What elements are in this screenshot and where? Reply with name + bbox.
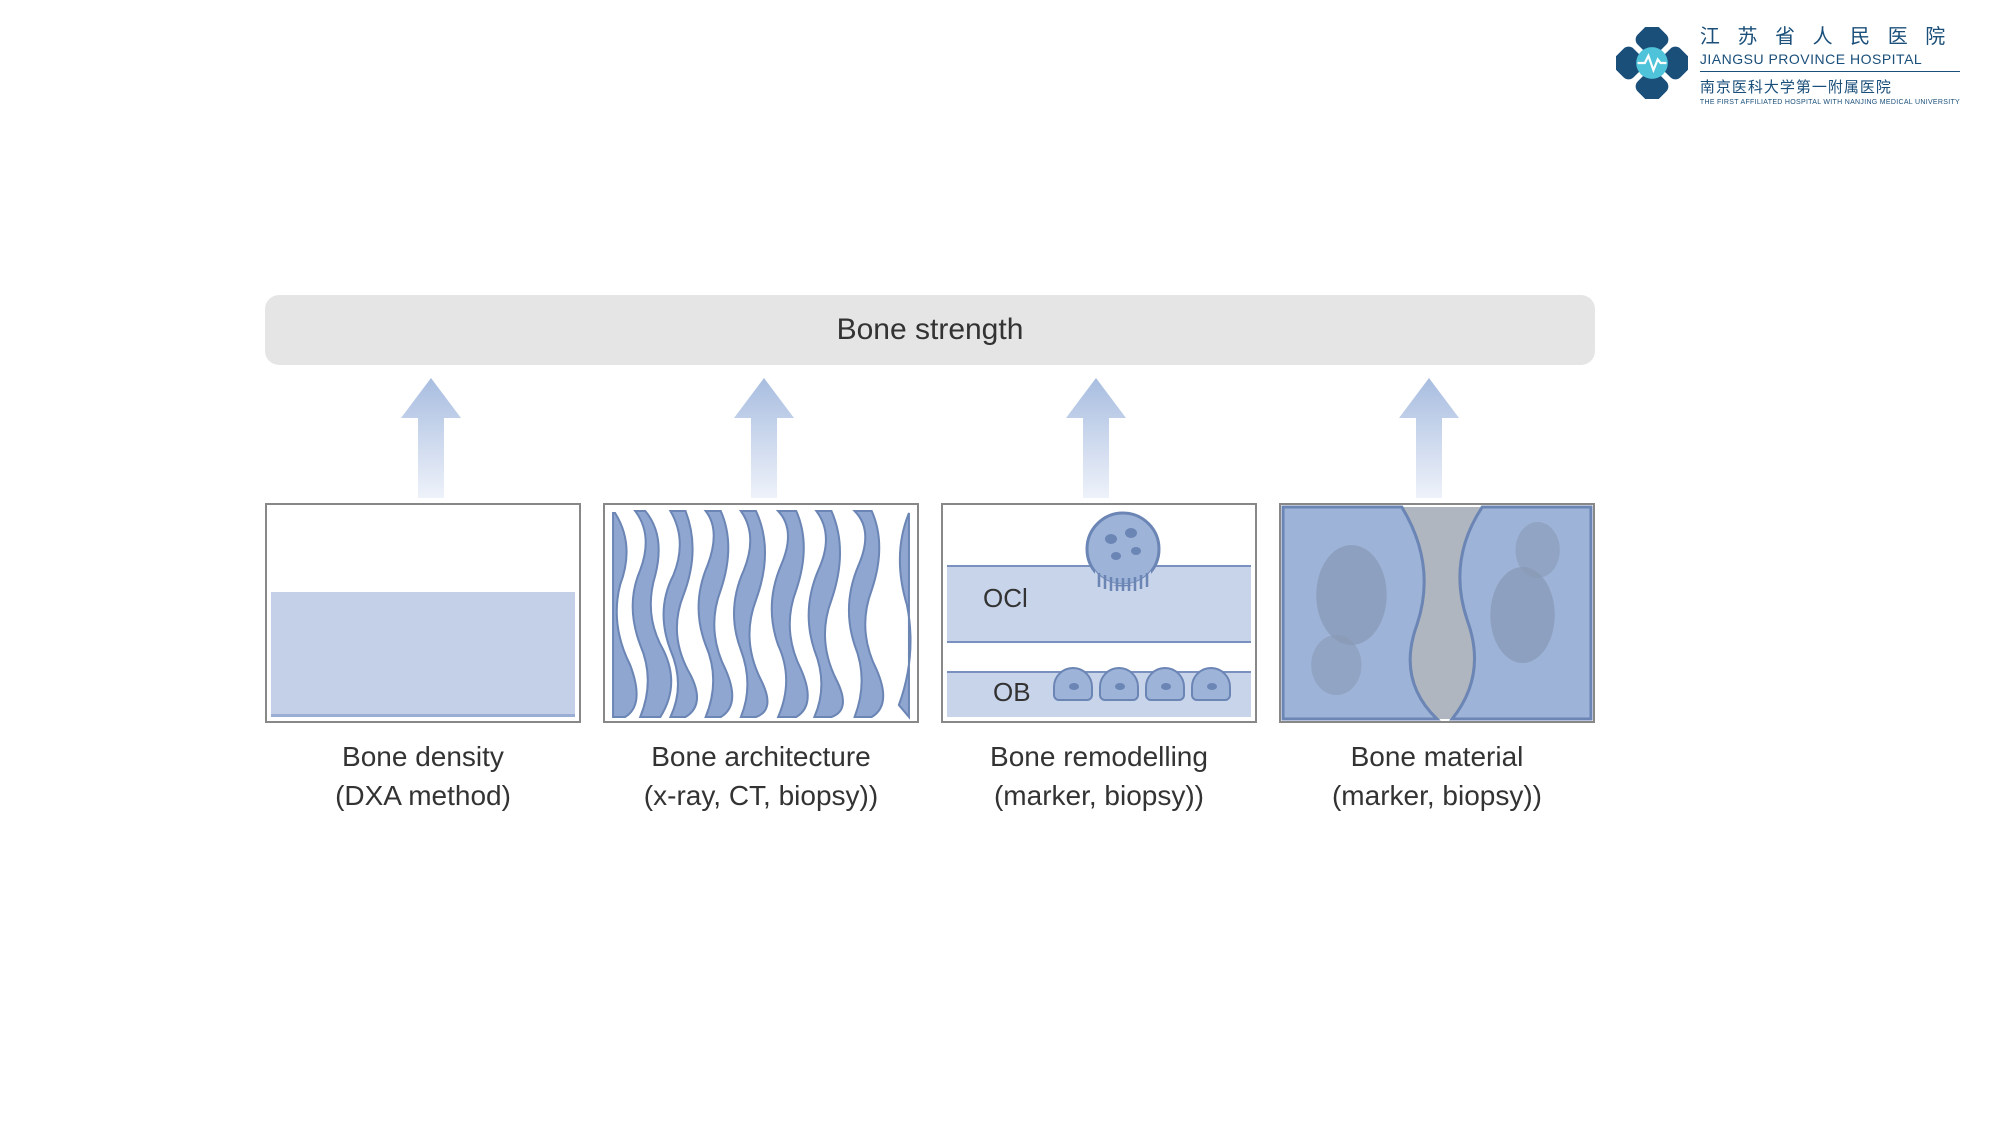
arrow-1 [265, 373, 598, 503]
remodelling-illustration: OCl OB [941, 503, 1257, 723]
logo-divider [1700, 71, 1960, 72]
density-illustration [265, 503, 581, 723]
panel-bone-density: Bone density (DXA method) [265, 503, 581, 815]
ob-label: OB [993, 677, 1031, 708]
panel-bone-material: Bone material (marker, biopsy)) [1279, 503, 1595, 815]
caption-line1: Bone remodelling [990, 741, 1208, 772]
ocl-label: OCl [983, 583, 1028, 614]
bone-strength-diagram: Bone strength [265, 295, 1595, 815]
panel-caption-2: Bone architecture (x-ray, CT, biopsy)) [644, 737, 878, 815]
material-illustration [1279, 503, 1595, 723]
logo-sub-en: THE FIRST AFFILIATED HOSPITAL WITH NANJI… [1700, 99, 1960, 106]
caption-line1: Bone architecture [651, 741, 870, 772]
panel-caption-1: Bone density (DXA method) [335, 737, 511, 815]
panels-row: Bone density (DXA method) [265, 503, 1595, 815]
caption-line2: (DXA method) [335, 780, 511, 811]
arrow-4 [1263, 373, 1596, 503]
caption-line2: (marker, biopsy)) [1332, 780, 1542, 811]
hospital-logo: 江 苏 省 人 民 医 院 JIANGSU PROVINCE HOSPITAL … [1616, 20, 1960, 106]
panel-caption-4: Bone material (marker, biopsy)) [1332, 737, 1542, 815]
arrows-row [265, 373, 1595, 503]
logo-sub-cn: 南京医科大学第一附属医院 [1700, 76, 1960, 97]
logo-en-name: JIANGSU PROVINCE HOSPITAL [1700, 51, 1960, 67]
panel-caption-3: Bone remodelling (marker, biopsy)) [990, 737, 1208, 815]
panel-bone-remodelling: OCl OB Bone remodelling (marker, biopsy)… [941, 503, 1257, 815]
osteoclast-cell-icon [1081, 511, 1165, 595]
caption-line2: (marker, biopsy)) [994, 780, 1204, 811]
caption-line1: Bone material [1351, 741, 1524, 772]
arrow-3 [930, 373, 1263, 503]
caption-line1: Bone density [342, 741, 504, 772]
logo-text-block: 江 苏 省 人 民 医 院 JIANGSU PROVINCE HOSPITAL … [1700, 20, 1960, 106]
architecture-illustration [603, 503, 919, 723]
panel-bone-architecture: Bone architecture (x-ray, CT, biopsy)) [603, 503, 919, 815]
caption-line2: (x-ray, CT, biopsy)) [644, 780, 878, 811]
logo-cn-name: 江 苏 省 人 民 医 院 [1700, 20, 1960, 49]
osteoblast-cells-icon [1053, 667, 1231, 701]
diagram-header-text: Bone strength [837, 313, 1024, 347]
logo-icon [1616, 27, 1688, 99]
arrow-2 [598, 373, 931, 503]
diagram-header: Bone strength [265, 295, 1595, 365]
